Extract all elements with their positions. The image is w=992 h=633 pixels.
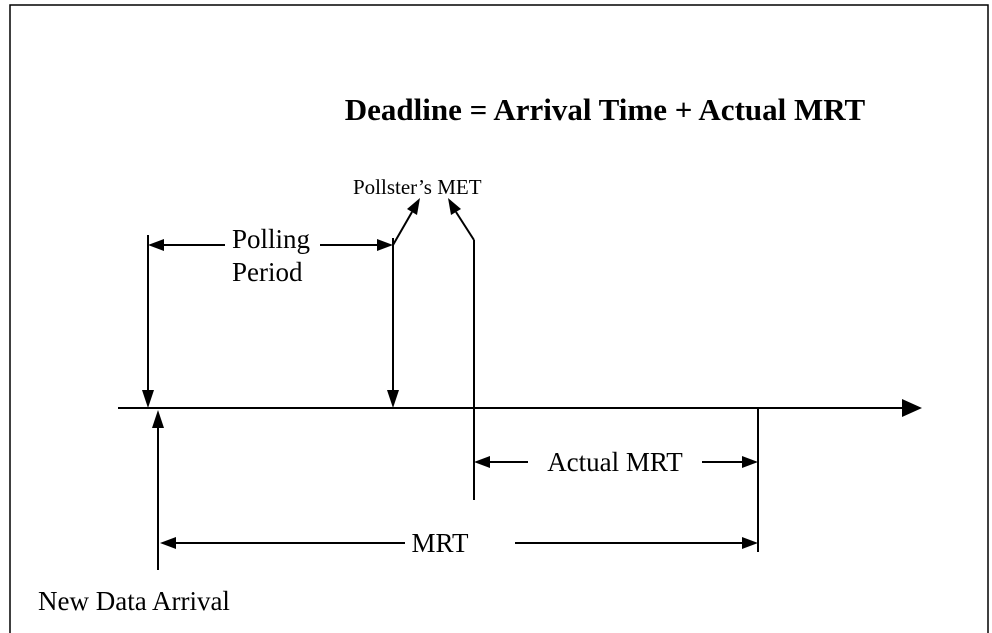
arrow-line [455, 211, 475, 241]
arrowhead [160, 537, 176, 549]
arrowhead [148, 239, 164, 251]
arrowhead [387, 390, 399, 408]
arrow-line [392, 211, 413, 246]
label: MRT [412, 528, 469, 558]
label: Pollster’s MET [353, 175, 482, 199]
label: Period [232, 257, 303, 287]
arrowhead [902, 399, 922, 417]
title: Deadline = Arrival Time + Actual MRT [345, 92, 866, 127]
arrowhead [742, 537, 758, 549]
label: Polling [232, 224, 310, 254]
arrowhead [448, 198, 461, 215]
arrowhead [142, 390, 154, 408]
label: Actual MRT [547, 447, 683, 477]
frame [9, 4, 989, 633]
arrowhead [377, 239, 393, 251]
arrowhead [152, 410, 164, 428]
arrowhead [407, 198, 420, 215]
label: New Data Arrival [38, 586, 230, 616]
arrowhead [742, 456, 758, 468]
arrowhead [474, 456, 490, 468]
